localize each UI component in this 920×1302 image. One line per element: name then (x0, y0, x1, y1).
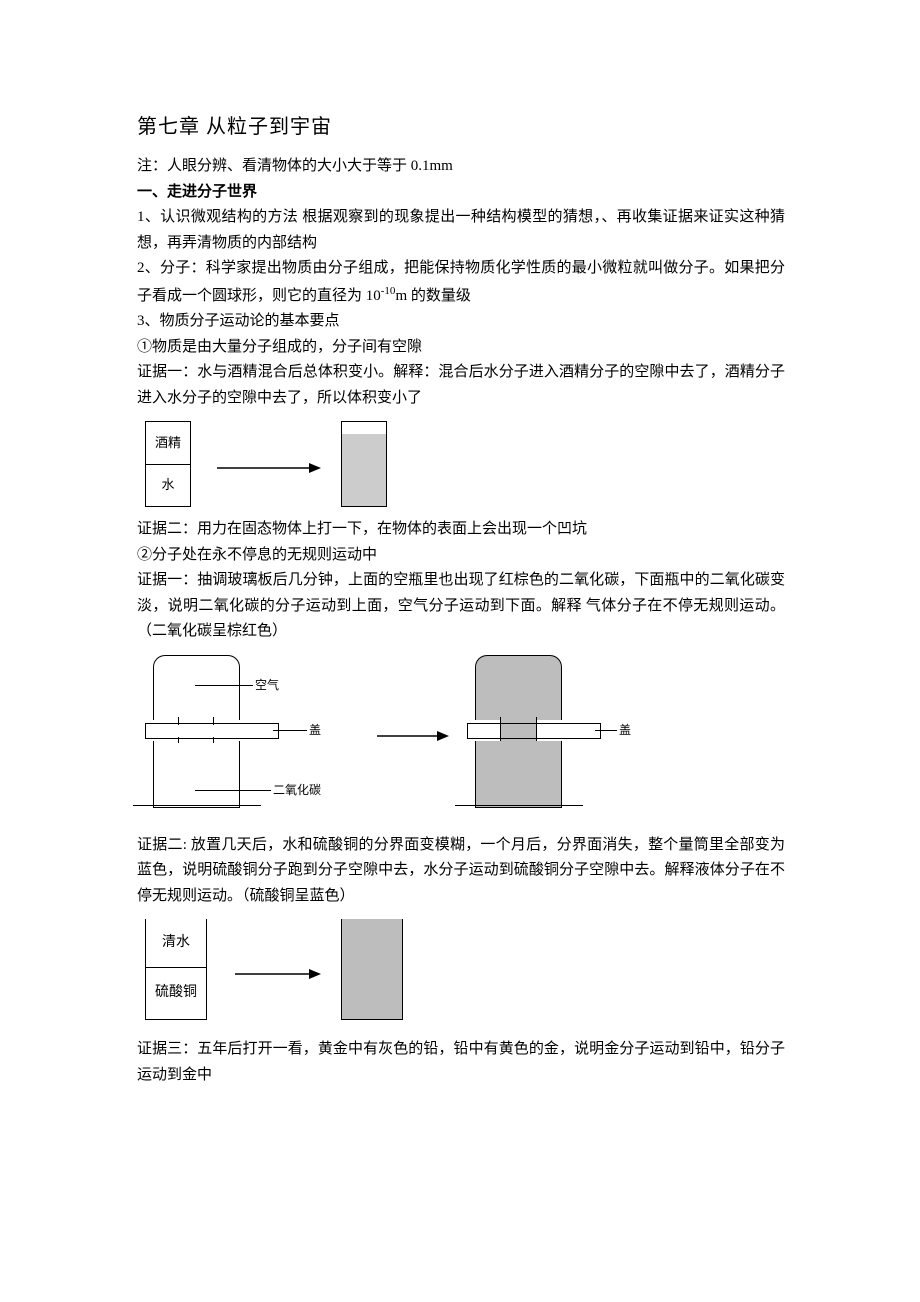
arrow-icon (377, 729, 449, 743)
fig2-air-label: 空气 (255, 679, 279, 691)
fig1-left-tube: 酒精 水 (145, 421, 191, 507)
paragraph-6: 证据二：用力在固态物体上打一下，在物体的表面上会出现一个凹坑 (137, 517, 785, 543)
chapter-title: 第七章 从粒子到宇宙 (137, 110, 785, 144)
fig2-glass-plate (145, 723, 279, 739)
fig2-co2-label: 二氧化碳 (273, 784, 321, 796)
fig2-left-apparatus: 空气 盖 二氧化碳 (145, 655, 355, 825)
p2-exponent: -10 (381, 285, 396, 297)
fig2-lid-leader (273, 730, 307, 731)
figure-2-gas-diffusion: 空气 盖 二氧化碳 盖 (145, 655, 665, 825)
fig1-right-tube (341, 421, 387, 507)
fig2r-lid-leader (595, 730, 617, 731)
fig1-mixture-fill (342, 434, 386, 506)
paragraph-5: 证据一：水与酒精混合后总体积变小。解释：混合后水分子进入酒精分子的空隙中去了，酒… (137, 360, 785, 411)
fig1-left-top-label: 酒精 (146, 422, 190, 464)
fig2r-glass-plate (467, 723, 601, 739)
fig3-right-cylinder (341, 919, 403, 1020)
section-1-title: 一、走进分子世界 (137, 180, 785, 206)
p2-part-b: m 的数量级 (395, 288, 470, 304)
fig2-base-line (133, 805, 261, 806)
fig2-co2-leader (195, 790, 271, 791)
paragraph-7: ②分子处在永不停息的无规则运动中 (137, 543, 785, 569)
fig2-air-leader (195, 685, 253, 686)
paragraph-10: 证据三：五年后打开一看，黄金中有灰色的铅，铅中有黄色的金，说明金分子运动到铅中，… (137, 1037, 785, 1088)
fig2r-bottom-flask (475, 741, 562, 808)
fig3-cuso4-label: 硫酸铜 (146, 967, 206, 1019)
paragraph-2: 2、分子：科学家提出物质由分子组成，把能保持物质化学性质的最小微粒就叫做分子。如… (137, 256, 785, 309)
paragraph-1: 1、认识微观结构的方法 根据观察到的现象提出一种结构模型的猜想，、再收集证据来证… (137, 205, 785, 256)
fig2r-lid-label: 盖 (619, 724, 631, 736)
fig2-top-flask (153, 655, 240, 720)
note: 注：人眼分辨、看清物体的大小大于等于 0.1mm (137, 154, 785, 180)
fig3-water-label: 清水 (146, 919, 206, 967)
paragraph-4: ①物质是由大量分子组成的，分子间有空隙 (137, 335, 785, 361)
fig1-alcohol-label: 酒精 (155, 435, 181, 452)
fig2-lid-label: 盖 (309, 724, 321, 736)
arrow-icon (235, 967, 321, 981)
fig1-left-bottom-label: 水 (146, 464, 190, 506)
paragraph-8: 证据一：抽调玻璃板后几分钟，上面的空瓶里也出现了红棕色的二氧化碳，下面瓶中的二氧… (137, 568, 785, 645)
paragraph-3: 3、物质分子运动论的基本要点 (137, 309, 785, 335)
fig2-right-apparatus: 盖 (465, 655, 637, 825)
fig3-left-cylinder: 清水 硫酸铜 (145, 919, 207, 1020)
document-page: 第七章 从粒子到宇宙 注：人眼分辨、看清物体的大小大于等于 0.1mm 一、走进… (0, 0, 920, 1302)
fig2r-base-line (455, 805, 583, 806)
fig2-bottom-flask (153, 741, 240, 808)
fig2r-top-flask (475, 655, 562, 720)
paragraph-9: 证据二: 放置几天后，水和硫酸铜的分界面变模糊，一个月后，分界面消失，整个量筒里… (137, 833, 785, 910)
arrow-icon (217, 461, 321, 475)
figure-3-liquid-diffusion: 清水 硫酸铜 (145, 919, 465, 1029)
figure-1-alcohol-water: 酒精 水 (145, 421, 455, 509)
